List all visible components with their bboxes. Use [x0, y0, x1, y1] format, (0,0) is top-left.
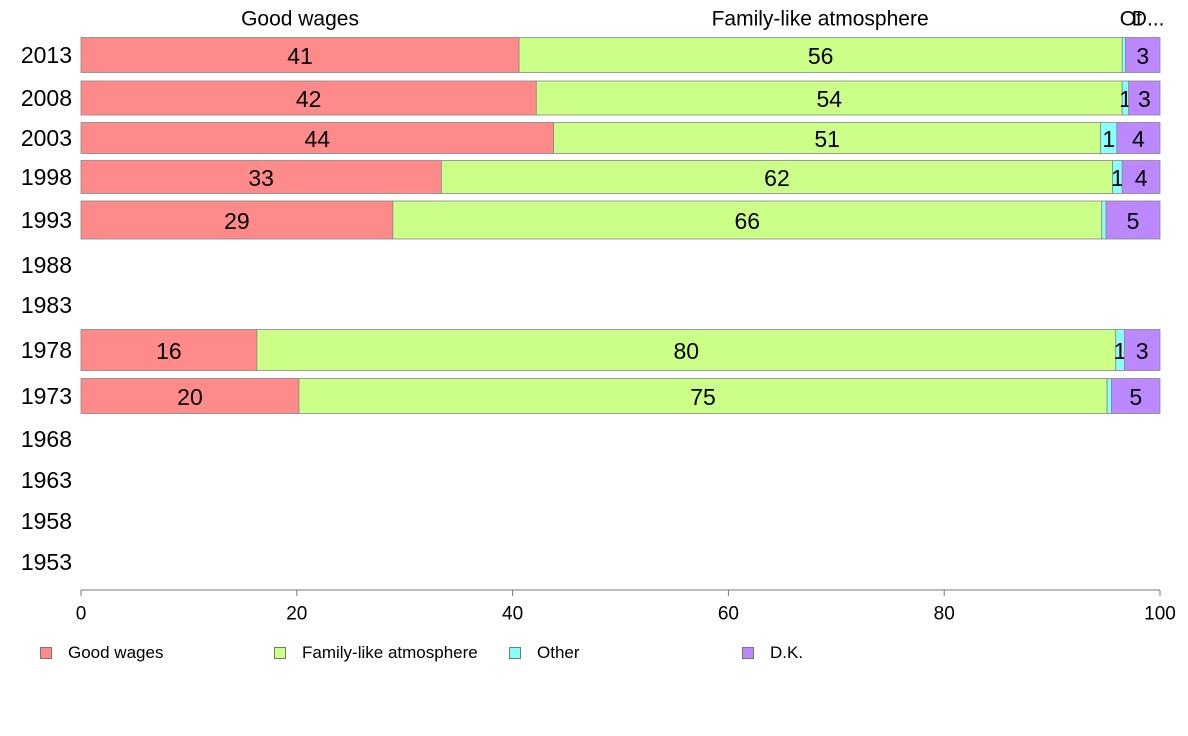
bar-1978-series-1 — [256, 329, 1117, 371]
top-label-0: Good wages — [241, 8, 359, 31]
bar-2003-series-0 — [80, 122, 555, 154]
legend-label-dk: D.K. — [770, 643, 804, 662]
data-label-1998-series-1: 62 — [764, 165, 790, 191]
data-label-1973-series-1: 75 — [690, 384, 716, 410]
legend-item-other: Other — [509, 643, 580, 663]
category-label-1973: 1973 — [21, 383, 72, 409]
data-label-2003-series-2: 1 — [1102, 126, 1115, 152]
data-label-1978-series-3: 3 — [1136, 338, 1149, 364]
top-label-3: D... — [1132, 8, 1165, 31]
data-label-2003-series-1: 51 — [814, 126, 840, 152]
category-label-1998: 1998 — [21, 164, 72, 190]
data-label-2003-series-0: 44 — [305, 126, 331, 152]
category-label-1983: 1983 — [21, 292, 72, 318]
category-label-1993: 1993 — [21, 207, 72, 233]
category-label-1978: 1978 — [21, 337, 72, 363]
category-label-1963: 1963 — [21, 467, 72, 493]
bar-2013-series-1 — [518, 37, 1123, 73]
category-label-1968: 1968 — [21, 426, 72, 452]
category-label-2003: 2003 — [21, 125, 72, 151]
data-label-2003-series-3: 4 — [1132, 126, 1145, 152]
data-label-1993-series-0: 29 — [224, 208, 250, 234]
bar-2013-series-2 — [1121, 37, 1126, 73]
x-tick-label-80: 80 — [934, 604, 955, 625]
bar-1998-series-1 — [440, 160, 1113, 194]
bar-1993-series-3 — [1105, 200, 1161, 240]
data-label-2008-series-3: 3 — [1138, 86, 1151, 112]
data-label-2013-series-3: 3 — [1136, 43, 1149, 69]
data-label-1993-series-3: 5 — [1127, 208, 1140, 234]
top-label-2: Ot — [1120, 8, 1142, 31]
category-label-2008: 2008 — [21, 85, 72, 111]
legend-label-good-wages: Good wages — [68, 643, 164, 662]
bar-2013-series-3 — [1125, 37, 1161, 73]
data-label-1998-series-3: 4 — [1135, 165, 1148, 191]
category-label-1953: 1953 — [21, 549, 72, 575]
category-label-1988: 1988 — [21, 252, 72, 278]
x-tick-label-20: 20 — [286, 604, 307, 625]
legend-label-family-like-atmosphere: Family-like atmosphere — [302, 643, 478, 662]
data-label-1993-series-1: 66 — [734, 208, 760, 234]
category-label-1958: 1958 — [21, 508, 72, 534]
legend-swatch-dk — [742, 647, 754, 659]
legend-label-other: Other — [537, 643, 580, 662]
bar-1973-series-2 — [1106, 378, 1112, 414]
bar-2003-series-3 — [1116, 122, 1161, 154]
legend: Good wages Family-like atmosphere Other … — [0, 643, 1188, 665]
legend-swatch-good-wages — [40, 647, 52, 659]
x-tick-label-0: 0 — [76, 604, 87, 625]
data-label-1978-series-0: 16 — [156, 338, 182, 364]
bar-1973-series-0 — [80, 378, 300, 414]
bar-1993-series-0 — [80, 200, 394, 240]
legend-swatch-other — [509, 647, 521, 659]
data-label-1998-series-2: 1 — [1111, 165, 1124, 191]
bar-2008-series-1 — [535, 80, 1123, 116]
legend-swatch-family-like-atmosphere — [274, 647, 286, 659]
data-label-1973-series-0: 20 — [177, 384, 203, 410]
bar-2008-series-3 — [1128, 80, 1161, 116]
legend-item-family-like-atmosphere: Family-like atmosphere — [274, 643, 478, 663]
x-tick-label-40: 40 — [502, 604, 523, 625]
bar-1993-series-2 — [1101, 200, 1107, 240]
category-label-2013: 2013 — [21, 42, 72, 68]
bar-1978-series-0 — [80, 329, 258, 371]
data-label-2008-series-1: 54 — [816, 86, 842, 112]
bar-1978-series-3 — [1123, 329, 1161, 371]
bar-1993-series-1 — [392, 200, 1103, 240]
x-tick-label-100: 100 — [1144, 604, 1176, 625]
x-tick-label-60: 60 — [718, 604, 739, 625]
data-label-2013-series-0: 41 — [287, 43, 313, 69]
legend-item-dk: D.K. — [742, 643, 803, 663]
data-label-1978-series-2: 1 — [1114, 338, 1127, 364]
bar-1998-series-3 — [1121, 160, 1161, 194]
bar-1973-series-3 — [1111, 378, 1161, 414]
top-label-1: Family-like atmosphere — [712, 8, 929, 31]
data-label-1978-series-1: 80 — [674, 338, 700, 364]
data-label-2013-series-1: 56 — [808, 43, 834, 69]
data-label-2008-series-0: 42 — [296, 86, 322, 112]
data-label-1998-series-0: 33 — [248, 165, 274, 191]
legend-item-good-wages: Good wages — [40, 643, 163, 663]
data-label-1973-series-3: 5 — [1129, 384, 1142, 410]
